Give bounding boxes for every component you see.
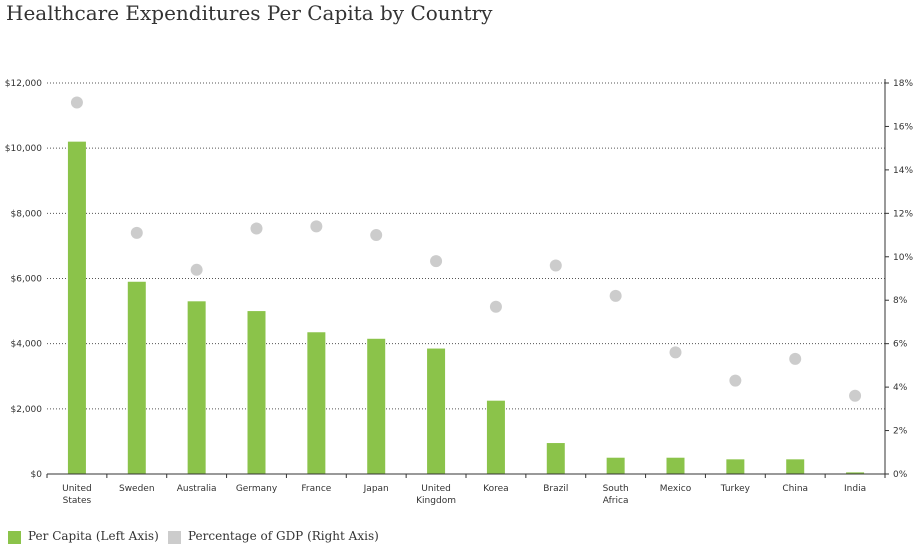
bar <box>127 281 146 474</box>
gdp-point <box>190 263 203 276</box>
category-label: Korea <box>483 484 509 494</box>
chart-area: $0 $2,000 $4,000 $6,000 $8,000 $10,000 $12,000… <box>5 79 913 506</box>
gdp-point <box>130 226 143 239</box>
category-label: United States <box>62 484 92 506</box>
bar <box>367 338 386 474</box>
category-label: South Africa <box>603 484 629 506</box>
bar <box>666 457 685 474</box>
bar <box>427 348 446 474</box>
bar <box>486 400 505 474</box>
legend-label-per-capita: Per Capita (Left Axis) <box>28 529 159 543</box>
right-axis-tick-label: 14% <box>893 166 913 176</box>
category-label: Germany <box>236 484 278 494</box>
gdp-point <box>70 96 83 109</box>
bar <box>187 301 206 474</box>
gdp-point <box>669 346 682 359</box>
gdp-point <box>729 374 742 387</box>
category-label: China <box>782 484 808 494</box>
bar <box>67 141 86 474</box>
bar <box>546 443 565 474</box>
bar <box>726 459 745 474</box>
left-axis-tick-label: $6,000 <box>11 275 43 285</box>
left-axis-tick-label: $12,000 <box>5 79 42 89</box>
left-axis-tick-label: $4,000 <box>11 340 43 350</box>
category-label: Japan <box>363 484 389 494</box>
legend-swatch-gdp <box>168 531 181 544</box>
left-axis-tick-label: $0 <box>31 470 43 480</box>
left-axis-tick-label: $10,000 <box>5 144 42 154</box>
right-axis-tick-label: 2% <box>893 427 908 437</box>
gdp-point <box>849 389 862 402</box>
bar <box>307 332 326 474</box>
bar <box>247 311 266 474</box>
category-label: United Kingdom <box>416 484 456 506</box>
left-axis-tick-label: $8,000 <box>11 209 43 219</box>
right-axis-tick-label: 0% <box>893 470 908 480</box>
category-label: Sweden <box>119 484 155 494</box>
category-label: Australia <box>177 484 217 494</box>
gdp-point <box>250 222 263 235</box>
gdp-point <box>789 352 802 365</box>
right-axis-tick-label: 18% <box>893 79 913 89</box>
category-label: India <box>844 484 866 494</box>
right-axis-tick-label: 4% <box>893 383 908 393</box>
right-axis-tick-label: 12% <box>893 209 913 219</box>
bar <box>786 459 805 474</box>
right-axis-tick-label: 8% <box>893 296 908 306</box>
gdp-point <box>549 259 562 272</box>
right-axis-tick-label: 6% <box>893 340 908 350</box>
category-label: Mexico <box>660 484 692 494</box>
right-axis-tick-label: 16% <box>893 122 913 132</box>
category-label: Turkey <box>720 484 751 494</box>
gdp-point <box>430 255 443 268</box>
category-label: France <box>301 484 331 494</box>
chart-title: Healthcare Expenditures Per Capita by Co… <box>6 1 493 25</box>
bar <box>846 472 865 474</box>
gdp-point <box>609 289 622 302</box>
bar <box>606 457 625 474</box>
category-label: Brazil <box>543 484 568 494</box>
left-axis-tick-label: $2,000 <box>11 405 43 415</box>
gdp-point <box>489 300 502 313</box>
right-axis-tick-label: 10% <box>893 253 913 263</box>
legend-swatch-per-capita <box>8 531 21 544</box>
gdp-point <box>370 229 383 242</box>
gdp-point <box>310 220 323 233</box>
legend-label-gdp: Percentage of GDP (Right Axis) <box>188 529 379 543</box>
